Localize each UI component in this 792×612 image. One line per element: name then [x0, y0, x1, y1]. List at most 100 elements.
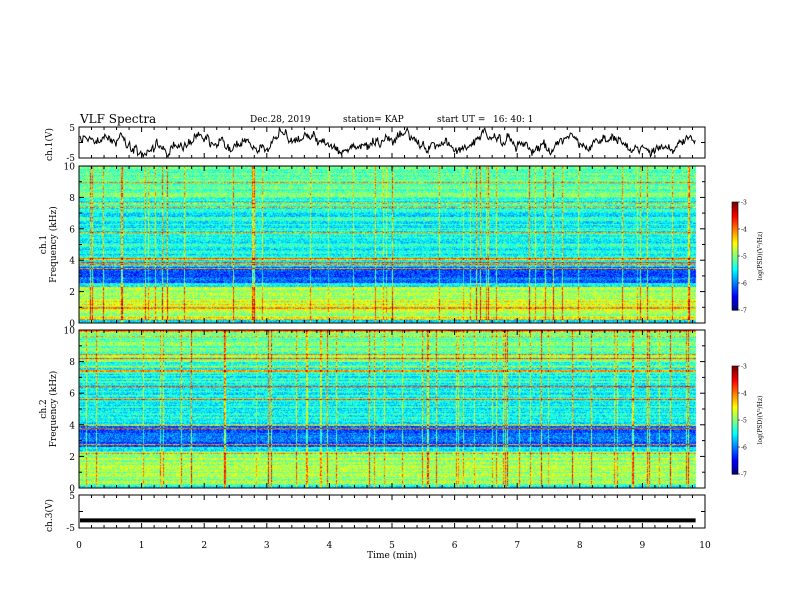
ch1-spectrogram-ytick-label: 4: [69, 257, 75, 267]
ch1-spectrogram-colorbar-segment: [732, 239, 738, 243]
ch1-spectrogram-colorbar-segment: [732, 257, 738, 261]
ch1-spectrogram-ytick-label: 10: [64, 163, 76, 173]
ch1-spectrogram-colorbar-segment: [732, 297, 738, 300]
ch1-spectrogram-colorbar-segment: [732, 286, 738, 289]
ch2-spectrogram-colorbar-segment: [732, 452, 738, 455]
x-tick-label: 8: [577, 541, 583, 551]
chart-title: VLF Spectra: [80, 112, 157, 126]
ch1-spectrogram-colorbar-segment: [732, 230, 738, 234]
ch1-spectrogram-colorbar-segment: [732, 223, 738, 226]
x-tick-label: 7: [514, 541, 520, 551]
ch1-spectrogram-colorbar-segment: [732, 232, 738, 235]
ch2-spectrogram-colorbar-segment: [732, 429, 738, 432]
ch1-spectrogram-ylabel-channel: ch.1: [39, 235, 49, 254]
ch2-spectrogram-colorbar-segment: [732, 402, 738, 405]
ch1-spectrogram-colorbar-segment: [732, 227, 738, 230]
ch2-spectrogram-colorbar-segment: [732, 438, 738, 441]
ch1-spectrogram-ylabel: Frequency (kHz): [48, 206, 59, 283]
ch1-spectrogram-colorbar-segment: [732, 283, 738, 286]
ch1-spectrogram-colorbar-tick-label: -3: [741, 200, 747, 207]
ch2-spectrogram-colorbar-segment: [732, 403, 738, 407]
ch1-spectrogram-colorbar-segment: [732, 299, 738, 302]
ch2-spectrogram-colorbar-segment: [732, 461, 738, 464]
ch1-spectrogram-colorbar-segment: [732, 295, 738, 298]
ch2-spectrogram-colorbar-segment: [732, 391, 738, 394]
ch2-spectrogram-colorbar-tick-label: -4: [741, 391, 747, 398]
ch2-spectrogram-colorbar-segment: [732, 387, 738, 390]
ch1-spectrogram-colorbar-segment: [732, 301, 738, 304]
start-ut-value: 16: 40: 1: [493, 115, 534, 125]
ch2-spectrogram-colorbar-segment: [732, 468, 738, 471]
ch1-spectrogram-colorbar-segment: [732, 214, 738, 217]
ch2-spectrogram-colorbar-segment: [732, 430, 738, 434]
ch1-spectrogram-colorbar-segment: [732, 218, 738, 221]
ch1-spectrogram-ytick-label: 0: [69, 320, 75, 330]
ch2-spectrogram-colorbar-segment: [732, 423, 738, 426]
ch2-spectrogram-canvas: [79, 330, 705, 488]
ch2-spectrogram-colorbar-segment: [732, 421, 738, 425]
ch1-spectrogram-colorbar-segment: [732, 292, 738, 295]
ch1-spectrogram-colorbar-segment: [732, 207, 738, 210]
ch1-spectrogram-colorbar-segment: [732, 274, 738, 277]
ch2-spectrogram-colorbar-label: log(PSD)(V²/Hz): [757, 396, 764, 445]
ch2-spectrogram-image: [79, 330, 705, 488]
ch1-spectrogram-colorbar-segment: [732, 225, 738, 228]
x-tick-label: 4: [327, 541, 333, 551]
ch2-spectrogram-colorbar-segment: [732, 445, 738, 448]
ch2-spectrogram-colorbar-segment: [732, 366, 738, 369]
ch1-spectrogram-colorbar-segment: [732, 205, 738, 208]
ch2-spectrogram-ylabel-channel: ch.2: [39, 399, 49, 418]
ch2-spectrogram-colorbar-segment: [732, 398, 738, 401]
ch2-spectrogram-colorbar-segment: [732, 373, 738, 376]
ch2-spectrogram-colorbar-segment: [732, 434, 738, 437]
ch1-spectrogram-colorbar-segment: [732, 234, 738, 237]
ch2-spectrogram-ytick-label: 6: [69, 390, 75, 400]
ch2-spectrogram-colorbar-segment: [732, 456, 738, 459]
ch2-spectrogram-colorbar-segment: [732, 405, 738, 408]
ch1-spectrogram-colorbar-segment: [732, 306, 738, 309]
ch2-spectrogram-colorbar-segment: [732, 447, 738, 450]
ch1-spectrogram-colorbar-segment: [732, 220, 738, 223]
ch1-spectrogram-colorbar-segment: [732, 290, 738, 293]
ch1-spectrogram-canvas: [79, 166, 705, 323]
ch1-spectrogram-colorbar-tick-label: -6: [741, 281, 747, 288]
station-label: station= KAP: [343, 115, 404, 125]
ch2-spectrogram-ytick-label: 2: [69, 453, 75, 463]
ch1-spectrogram-colorbar-segment: [732, 304, 738, 307]
ch2-spectrogram-colorbar-segment: [732, 459, 738, 462]
ch2-spectrogram-colorbar-segment: [732, 416, 738, 419]
ch1-spectrogram-colorbar-segment: [732, 302, 738, 306]
ch1-spectrogram-colorbar-segment: [732, 277, 738, 280]
ch1-spectrogram-colorbar-segment: [732, 238, 738, 241]
ch1-waveform-series-line: [79, 126, 696, 159]
ch2-spectrogram-colorbar-segment: [732, 470, 738, 473]
x-axis-label: Time (min): [367, 550, 417, 561]
start-ut-label: start UT =: [437, 115, 486, 125]
ch2-spectrogram-colorbar-segment: [732, 369, 738, 372]
ch2-spectrogram-colorbar-segment: [732, 465, 738, 468]
ch2-spectrogram-colorbar-segment: [732, 414, 738, 417]
ch1-spectrogram-colorbar-segment: [732, 279, 738, 282]
ch1-spectrogram-colorbar-segment: [732, 284, 738, 288]
ch2-spectrogram-ytick-label: 10: [64, 327, 76, 337]
ch1-spectrogram-colorbar-segment: [732, 247, 738, 250]
ch2-spectrogram-colorbar-tick-label: -3: [741, 364, 747, 371]
ch1-spectrogram-colorbar-segment: [732, 229, 738, 232]
ch1-spectrogram-colorbar-label: log(PSD)(V²/Hz): [757, 232, 764, 281]
ch1-spectrogram-ytick-label: 8: [69, 194, 75, 204]
ch1-spectrogram-colorbar-segment: [732, 202, 738, 205]
ch1-waveform-ylabel: ch.1(V): [44, 128, 55, 161]
ch2-spectrogram-colorbar-segment: [732, 407, 738, 410]
ch2-spectrogram-colorbar-segment: [732, 389, 738, 392]
ch2-spectrogram-colorbar-segment: [732, 396, 738, 399]
ch1-spectrogram-colorbar-segment: [732, 243, 738, 246]
ch2-spectrogram-colorbar-segment: [732, 371, 738, 374]
ch1-spectrogram-colorbar-segment: [732, 281, 738, 284]
x-tick-label: 3: [264, 541, 270, 551]
ch1-spectrogram-colorbar-segment: [732, 216, 738, 219]
ch2-spectrogram-colorbar-segment: [732, 393, 738, 396]
ch2-spectrogram-colorbar-segment: [732, 454, 738, 457]
ch1-spectrogram-colorbar-segment: [732, 211, 738, 214]
ch2-spectrogram-colorbar-segment: [732, 463, 738, 466]
ch2-spectrogram-ytick-label: 0: [69, 485, 75, 495]
